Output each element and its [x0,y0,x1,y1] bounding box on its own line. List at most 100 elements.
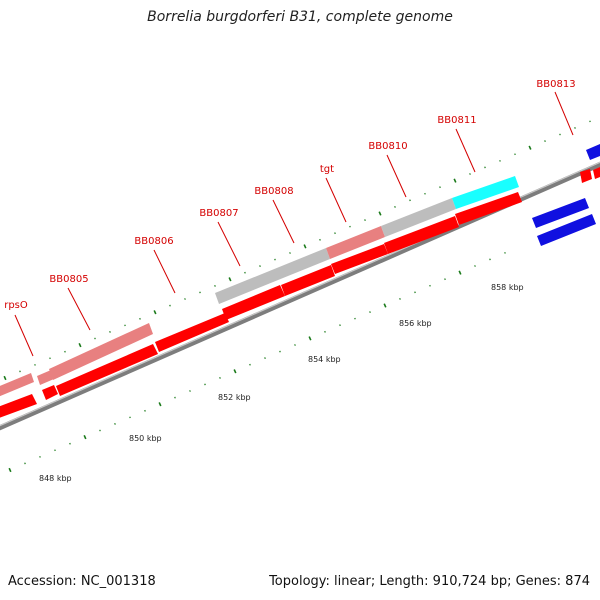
scale-label-852: 852 kbp [218,393,251,402]
scale-track-tick [324,330,326,333]
scale-track-tick [174,396,176,399]
scale-label-850: 850 kbp [129,434,162,443]
accession-text: Accession: NC_001318 [8,574,156,589]
gene-label-bb0806: BB0806 [134,236,173,247]
outer-track-tick [94,337,96,340]
outer-track-tick [364,219,366,222]
scale-track-tick [264,357,266,360]
outer-track-tick [334,232,336,235]
gene-bb0805[interactable] [56,344,158,396]
scale-track-tick [354,317,356,320]
scale-track-tick [399,297,401,300]
callout-line-bb0811 [455,128,476,173]
feature-bb0811[interactable] [452,176,519,209]
outer-track-tick [439,186,441,189]
gene-forward-1[interactable] [0,394,37,418]
scale-track-tick [458,270,462,275]
scale-track-tick [144,409,146,412]
gene-label-bb0811: BB0811 [437,115,476,126]
gene-label-bb0808: BB0808 [254,186,293,197]
outer-track-tick [244,271,246,274]
outer-track-tick [453,178,457,183]
scale-track-tick [54,449,56,452]
feature-bb0807[interactable] [215,248,330,304]
gene-reverse-2[interactable] [537,214,596,246]
outer-track-tick [19,370,21,373]
gene-label-callouts: rpsO BB0805 BB0806 BB0807 BB0808 tgt BB0… [4,79,576,357]
scale-labels: 848 kbp 850 kbp 852 kbp 854 kbp 856 kbp … [39,283,524,483]
feature-rpso-upstream[interactable] [0,373,34,397]
map-title: Borrelia burgdorferi B31, complete genom… [147,9,453,25]
outer-track-tick [49,357,51,360]
scale-track-tick [294,344,296,346]
gene-bb0806[interactable] [155,313,229,352]
gene-label-tgt: tgt [320,164,334,175]
scale-track-tick [504,251,506,254]
outer-track-tick [349,225,351,228]
gene-tgt[interactable] [331,244,388,274]
scale-track-tick [233,369,237,374]
outer-track-tick [319,238,321,241]
scale-track-tick [83,434,87,440]
callout-line-rpso [14,314,34,357]
callout-line-tgt [325,177,347,223]
scale-track-tick [189,390,191,392]
gene-label-rpso: rpsO [4,300,28,311]
outer-track-tick [528,145,532,150]
gene-rpso[interactable] [42,385,58,400]
gene-label-bb0805: BB0805 [49,274,88,285]
scale-track-tick [99,429,101,432]
outer-track-tick [303,244,307,249]
outer-track-tick [153,310,157,315]
scale-track-tick [383,303,387,308]
outer-track-tick [424,192,426,195]
callout-line-bb0806 [153,249,176,294]
outer-track-tick [378,211,382,216]
outer-track-tick [409,199,411,202]
gene-bb0808[interactable] [281,265,335,296]
gene-label-bb0807: BB0807 [199,208,238,219]
scale-track-tick [8,467,12,473]
gene-bb0810[interactable] [384,216,459,254]
scale-track-tick [489,258,491,261]
outer-track-tick [139,317,141,320]
outer-track-tick [469,173,471,175]
callout-line-bb0810 [386,154,407,198]
gene-reverse-3[interactable] [586,144,600,160]
outer-track-tick [184,298,186,300]
scale-track-tick [279,350,281,353]
outer-track-tick [64,350,66,353]
outer-track-tick [228,277,232,282]
outer-track-tick [34,363,36,366]
outer-track-tick [109,330,111,333]
genome-summary-text: Topology: linear; Length: 910,724 bp; Ge… [269,574,590,589]
gene-reverse-1[interactable] [532,198,589,228]
outer-track-tick [3,375,7,381]
scale-track-tick [414,291,416,294]
gene-bb0811[interactable] [455,192,522,225]
scale-track-tick [24,462,26,465]
feature-tgt[interactable] [326,226,385,259]
outer-track-tick [559,133,561,136]
outer-track-tick [499,159,501,162]
gene-label-bb0813: BB0813 [536,79,575,90]
scale-track-tick [219,376,221,379]
outer-track-tick [214,284,216,287]
gene-label-bb0810: BB0810 [368,141,407,152]
callout-line-bb0807 [217,221,241,267]
feature-bb0805[interactable] [49,323,153,380]
scale-label-856: 856 kbp [399,319,432,328]
callout-line-bb0805 [67,287,91,331]
scale-track-tick [369,311,371,314]
gene-bb0807[interactable] [222,285,285,320]
scale-track-tick [114,422,116,425]
outer-track-tick [484,166,486,169]
feature-bb0810[interactable] [381,198,456,237]
scale-track-tick [249,363,251,366]
callout-line-bb0813 [554,91,574,136]
feature-rpso[interactable] [37,370,54,385]
gene-bb0813[interactable] [593,167,600,179]
gene-bb0812[interactable] [580,169,592,183]
scale-label-858: 858 kbp [491,283,524,292]
outer-track-tick [199,291,201,294]
